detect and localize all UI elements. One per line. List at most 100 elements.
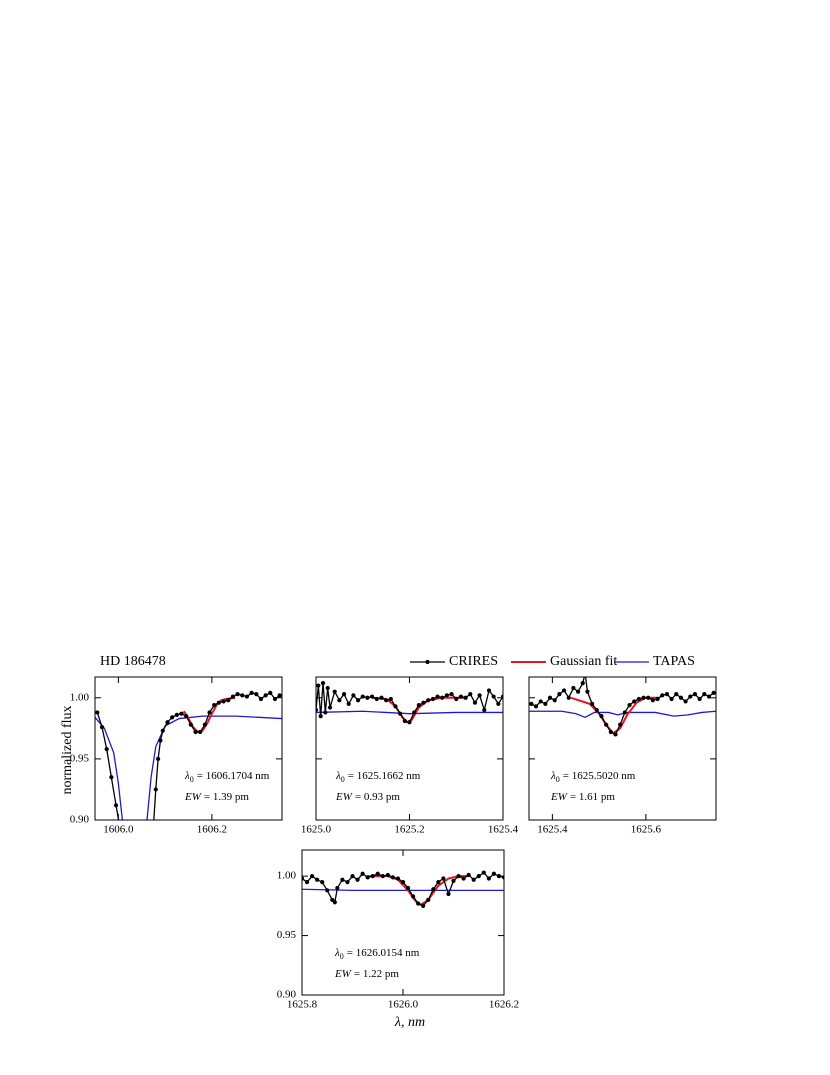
data-point xyxy=(355,877,360,882)
data-point xyxy=(193,729,198,735)
series-line xyxy=(302,888,504,892)
annotation: EW = 1.61 pm xyxy=(550,791,615,803)
data-point xyxy=(552,698,557,703)
data-point xyxy=(388,696,393,702)
data-point xyxy=(249,690,254,695)
annotation: λ0 = 1625.1662 nm xyxy=(335,770,421,784)
data-point xyxy=(411,894,416,899)
data-point xyxy=(486,876,491,881)
x-tick-label: 1625.6 xyxy=(631,824,662,836)
data-point xyxy=(350,874,355,879)
data-point xyxy=(501,875,504,880)
data-point xyxy=(426,897,431,903)
x-tick-label: 1626.0 xyxy=(388,999,419,1011)
data-point xyxy=(481,870,486,875)
y-axis-label: normalized flux xyxy=(60,705,75,794)
data-point xyxy=(212,703,217,708)
data-point xyxy=(240,693,245,698)
data-point xyxy=(304,879,310,885)
annotation-text: = 1.39 pm xyxy=(204,791,249,803)
data-point xyxy=(585,689,590,694)
data-point xyxy=(207,710,212,715)
data-point xyxy=(398,711,403,716)
series-line xyxy=(95,715,282,820)
data-point xyxy=(390,875,395,880)
annotation-text: = 1626.0154 nm xyxy=(347,947,420,959)
annotation: λ0 = 1626.0154 nm xyxy=(334,947,420,961)
data-point xyxy=(345,879,350,885)
data-point xyxy=(365,875,370,880)
data-point xyxy=(421,700,426,705)
data-point xyxy=(244,694,250,699)
data-point xyxy=(561,688,567,693)
plot-frame xyxy=(315,676,504,821)
annotation-symbol: EW xyxy=(184,791,202,803)
series-line xyxy=(529,710,716,719)
data-point xyxy=(316,683,321,688)
data-point xyxy=(379,695,384,700)
data-point xyxy=(346,701,351,706)
data-point xyxy=(608,729,613,735)
y-tick-label: 1.00 xyxy=(277,870,297,882)
data-point xyxy=(421,903,426,908)
annotation-subscript: 0 xyxy=(341,775,345,784)
data-point xyxy=(571,685,576,691)
x-axis-label: λ, nm xyxy=(394,1015,425,1030)
data-point xyxy=(618,722,623,727)
data-point xyxy=(99,725,105,730)
data-point xyxy=(405,885,411,891)
annotation-text: = 0.93 pm xyxy=(355,791,400,803)
data-point xyxy=(702,692,707,697)
annotation-symbol: λ xyxy=(184,770,190,782)
data-point xyxy=(380,874,385,879)
y-tick-label: 0.95 xyxy=(277,929,297,941)
data-point xyxy=(500,694,503,699)
data-point xyxy=(557,692,562,697)
data-point xyxy=(351,693,356,698)
data-point xyxy=(332,689,337,694)
data-point xyxy=(365,695,370,700)
annotation: EW = 0.93 pm xyxy=(335,791,400,803)
data-point xyxy=(533,704,539,709)
annotation-subscript: 0 xyxy=(190,775,194,784)
data-point xyxy=(310,874,315,879)
data-point xyxy=(674,692,679,697)
figure-title: HD 186478 xyxy=(100,654,166,669)
data-point xyxy=(216,700,221,705)
plot-frame xyxy=(301,849,505,996)
data-point xyxy=(711,690,716,695)
data-point xyxy=(184,714,189,719)
data-point xyxy=(538,699,543,704)
data-point xyxy=(669,696,674,702)
annotation-text: = 1625.5020 nm xyxy=(563,770,636,782)
data-point xyxy=(277,693,282,698)
y-tick-label: 1.00 xyxy=(70,691,90,703)
x-tick-label: 1625.2 xyxy=(394,824,424,836)
data-point xyxy=(104,747,109,752)
data-point xyxy=(160,728,165,733)
data-point xyxy=(678,695,684,700)
data-point xyxy=(430,696,435,702)
y-tick-label: 0.95 xyxy=(70,752,90,764)
x-tick-label: 1606.2 xyxy=(197,824,227,836)
data-point xyxy=(325,685,330,691)
data-point xyxy=(170,715,175,720)
data-point xyxy=(650,698,655,703)
data-point xyxy=(384,698,389,703)
data-point xyxy=(476,874,481,879)
data-point xyxy=(451,878,456,884)
data-point xyxy=(454,696,459,702)
data-point xyxy=(320,879,325,885)
data-point xyxy=(435,694,440,699)
annotation-text: = 1625.1662 nm xyxy=(348,770,421,782)
data-point xyxy=(337,698,342,703)
data-point xyxy=(660,693,665,698)
data-point xyxy=(385,872,390,878)
data-point xyxy=(463,695,468,700)
annotation-symbol: EW xyxy=(550,791,568,803)
data-point xyxy=(370,694,375,699)
data-point xyxy=(688,694,693,699)
data-point xyxy=(375,871,380,876)
data-point xyxy=(491,694,496,699)
